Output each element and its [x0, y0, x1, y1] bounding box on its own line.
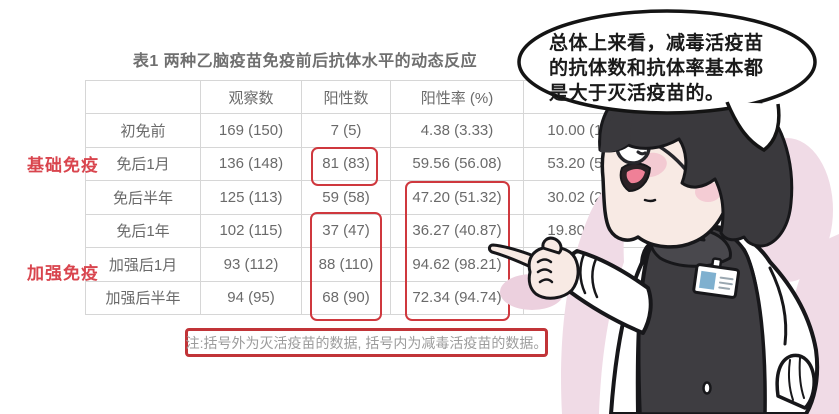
col-header-observed: 观察数 — [200, 80, 302, 114]
cell-rate: 59.56 (56.08) — [390, 146, 524, 181]
group-label-booster-immunization: 加强免疫 — [27, 264, 99, 283]
row-label: 免后半年 — [85, 180, 201, 215]
highlight-box-positive-1month — [311, 147, 378, 186]
thumb — [541, 236, 563, 255]
coat-button — [702, 381, 712, 395]
table-row: 免后半年 125 (113) 59 (58) 47.20 (51.32) 30.… — [85, 180, 661, 215]
cell-rate: 36.27 (40.87) — [390, 213, 524, 248]
cell-observed: 169 (150) — [200, 113, 302, 148]
cell-observed: 94 (95) — [200, 280, 302, 315]
speech-bubble-line: 的抗体数和抗体率基本都 — [549, 58, 764, 79]
id-badge — [692, 257, 740, 299]
doctor-illustration — [488, 9, 839, 414]
table-title: 表1 两种乙脑疫苗免疫前后抗体水平的动态反应 — [132, 53, 478, 70]
col-header-positive: 阳性数 — [301, 80, 391, 114]
speech-bubble-tail — [725, 101, 781, 153]
cell-positive: 7 (5) — [301, 113, 391, 148]
cell-observed: 125 (113) — [200, 180, 302, 215]
highlight-box-positive-rows — [310, 212, 382, 321]
cell-observed: 136 (148) — [200, 146, 302, 181]
col-header-rate: 阳性率 (%) — [390, 80, 524, 114]
chin-line — [643, 198, 657, 203]
mouth-tongue — [626, 169, 645, 184]
row-label: 初免前 — [85, 113, 201, 148]
cell-positive: 68 (90) — [301, 280, 391, 315]
pocket-hand — [775, 353, 816, 410]
row-label: 免后1月 — [85, 146, 201, 181]
note-text: 注:括号外为灭活疫苗的数据, 括号内为减毒活疫苗的数据。 — [185, 334, 548, 351]
speech-bubble-line: 总体上来看，减毒活疫苗 — [549, 33, 764, 54]
index-finger — [488, 243, 536, 270]
speech-bubble — [517, 9, 817, 153]
cell-rate: 4.38 (3.33) — [390, 113, 524, 148]
fist — [527, 245, 580, 300]
speech-bubble-line: 是大于灭活疫苗的。 — [549, 83, 725, 104]
eye — [636, 150, 647, 156]
cell-rate: 72.34 (94.74) — [390, 280, 524, 315]
col-header-blank — [85, 80, 201, 114]
note-box: 注:括号外为灭活疫苗的数据, 括号内为减毒活疫苗的数据。 — [185, 328, 548, 357]
table-row: 初免前 169 (150) 7 (5) 4.38 (3.33) 10.00 (1… — [85, 113, 661, 148]
pointing-hand — [488, 236, 580, 300]
cell-positive: 88 (110) — [301, 247, 391, 282]
row-label: 加强后半年 — [85, 280, 201, 315]
cell-observed: 93 (112) — [200, 247, 302, 282]
row-label: 免后1年 — [85, 213, 201, 248]
doctor-figure — [488, 72, 839, 414]
cell-rate: 47.20 (51.32) — [390, 180, 524, 215]
cell-observed: 102 (115) — [200, 213, 302, 248]
group-label-primary-immunization: 基础免疫 — [27, 156, 99, 175]
speech-bubble-text: 总体上来看，减毒活疫苗 的抗体数和抗体率基本都 是大于灭活疫苗的。 — [549, 31, 803, 106]
